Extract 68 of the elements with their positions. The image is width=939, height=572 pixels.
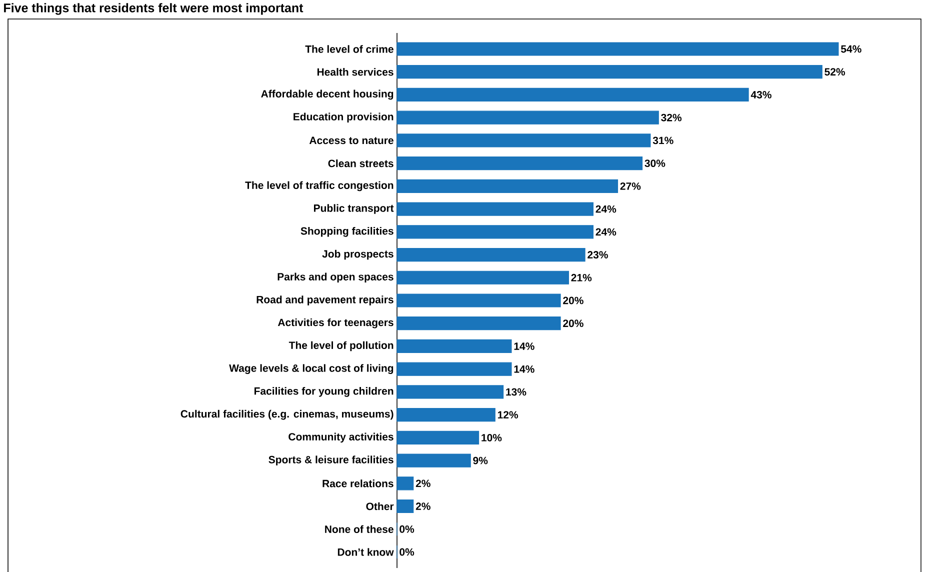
- data-label: 20%: [563, 296, 584, 304]
- data-label: 24%: [596, 228, 616, 236]
- data-label: 32%: [661, 114, 682, 122]
- y-tick-label: Clean streets: [328, 159, 394, 168]
- y-tick-label: Affordable decent housing: [261, 90, 394, 100]
- y-tick-label: Community activities: [288, 432, 394, 443]
- y-tick-label: Shopping facilities: [300, 226, 394, 237]
- y-tick-label: Wage levels & local cost of living: [229, 364, 394, 374]
- y-tick-label: Public transport: [314, 204, 394, 214]
- bar: [396, 156, 643, 170]
- data-label: 9%: [473, 456, 488, 464]
- y-tick-label: None of these: [325, 525, 394, 533]
- bar: [396, 179, 618, 193]
- data-label: 14%: [514, 342, 534, 350]
- bar: [396, 134, 651, 148]
- y-tick-label: Health services: [317, 68, 394, 76]
- data-label: 30%: [644, 160, 666, 168]
- y-tick-label: The level of pollution: [288, 341, 394, 352]
- y-tick-label: Other: [366, 502, 394, 510]
- bar: [396, 408, 496, 422]
- data-label: 2%: [416, 480, 430, 488]
- y-tick-label: Education provision: [294, 112, 394, 122]
- bar: [396, 339, 512, 354]
- text: Five things that residents felt were most important: [4, 3, 304, 15]
- bar: [396, 476, 414, 490]
- data-label: 23%: [588, 251, 608, 258]
- y-tick-label: Race relations: [322, 480, 394, 488]
- y-tick-label: Job prospects: [322, 250, 394, 260]
- y-tick-label: Cultural facilities (e.g. cinemas, museums): [180, 410, 394, 420]
- bar: [396, 42, 839, 56]
- data-label: 2%: [416, 502, 430, 510]
- bar: [396, 362, 512, 376]
- y-tick-label: Facilities for young children: [254, 387, 394, 397]
- y-tick-label: Sports & leisure facilities: [268, 456, 394, 466]
- bar: [396, 316, 561, 330]
- y-tick-label: The level of traffic congestion: [245, 181, 394, 192]
- data-label: 24%: [596, 205, 616, 213]
- data-label: 21%: [571, 274, 592, 282]
- y-tick-label: Access to nature: [309, 136, 394, 144]
- y-tick-label: The level of crime: [305, 45, 394, 53]
- bar: [396, 430, 480, 444]
- data-label: 27%: [620, 182, 641, 190]
- bar: [396, 225, 594, 239]
- bar: [396, 270, 569, 284]
- bar: [396, 202, 594, 216]
- data-label: 0%: [400, 525, 414, 533]
- bar: [396, 88, 749, 102]
- data-label: 10%: [482, 434, 502, 442]
- data-label: 43%: [750, 91, 772, 98]
- bar: [396, 385, 504, 399]
- data-label: 20%: [563, 320, 584, 328]
- data-label: 12%: [498, 411, 518, 419]
- bar: [396, 294, 561, 308]
- data-label: 52%: [824, 68, 846, 76]
- bar: [396, 110, 659, 124]
- data-label: 0%: [400, 548, 414, 556]
- bar: [396, 248, 586, 262]
- y-tick-label: Road and pavement repairs: [256, 296, 394, 306]
- data-label: 31%: [652, 136, 674, 144]
- data-label: 54%: [840, 45, 862, 53]
- data-label: 14%: [514, 365, 534, 373]
- bar: [396, 65, 822, 79]
- data-label: 13%: [506, 388, 526, 396]
- y-tick-label: Don’t know: [338, 548, 394, 556]
- bar: [396, 454, 471, 468]
- y-tick-label: Parks and open spaces: [278, 272, 394, 283]
- y-tick-label: Activities for teenagers: [278, 318, 394, 328]
- bar: [396, 499, 414, 514]
